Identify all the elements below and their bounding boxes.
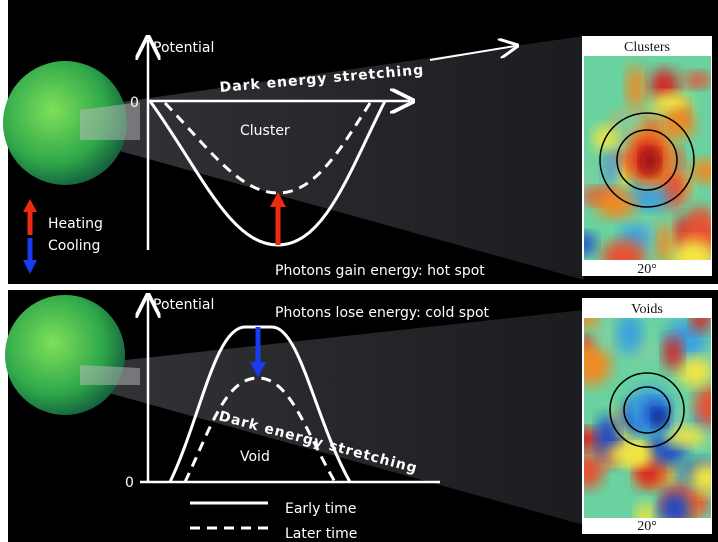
legend-later: Later time	[285, 526, 357, 542]
caption: Photons lose energy: cold spot	[275, 305, 490, 321]
map-blob	[669, 427, 706, 447]
origin-label: 0	[130, 95, 139, 111]
legend-cooling: Cooling	[48, 238, 100, 254]
map-blob	[663, 336, 682, 370]
axis-label: Potential	[153, 297, 214, 313]
map-blob	[607, 445, 648, 464]
map-blob	[677, 358, 712, 386]
map-blob	[617, 313, 643, 354]
caption: Photons gain energy: hot spot	[275, 263, 485, 279]
map-title: Clusters	[624, 40, 670, 55]
figure: Potential 0 Cluster Dark energy stretchi…	[0, 0, 718, 542]
map-blob	[627, 65, 645, 109]
structure-label: Void	[240, 449, 270, 465]
axis-label: Potential	[153, 40, 214, 56]
structure-label: Cluster	[240, 123, 290, 139]
map-blob	[657, 224, 674, 265]
legend-early: Early time	[285, 501, 356, 517]
map-scale: 20°	[637, 262, 657, 277]
origin-label: 0	[125, 475, 134, 491]
legend-heating: Heating	[48, 216, 103, 232]
map-blob	[641, 150, 659, 174]
map-title: Voids	[631, 302, 663, 317]
map-blob	[683, 72, 713, 88]
beam-start	[80, 365, 140, 385]
map-scale: 20°	[637, 519, 657, 534]
cmb-sphere	[5, 295, 125, 415]
